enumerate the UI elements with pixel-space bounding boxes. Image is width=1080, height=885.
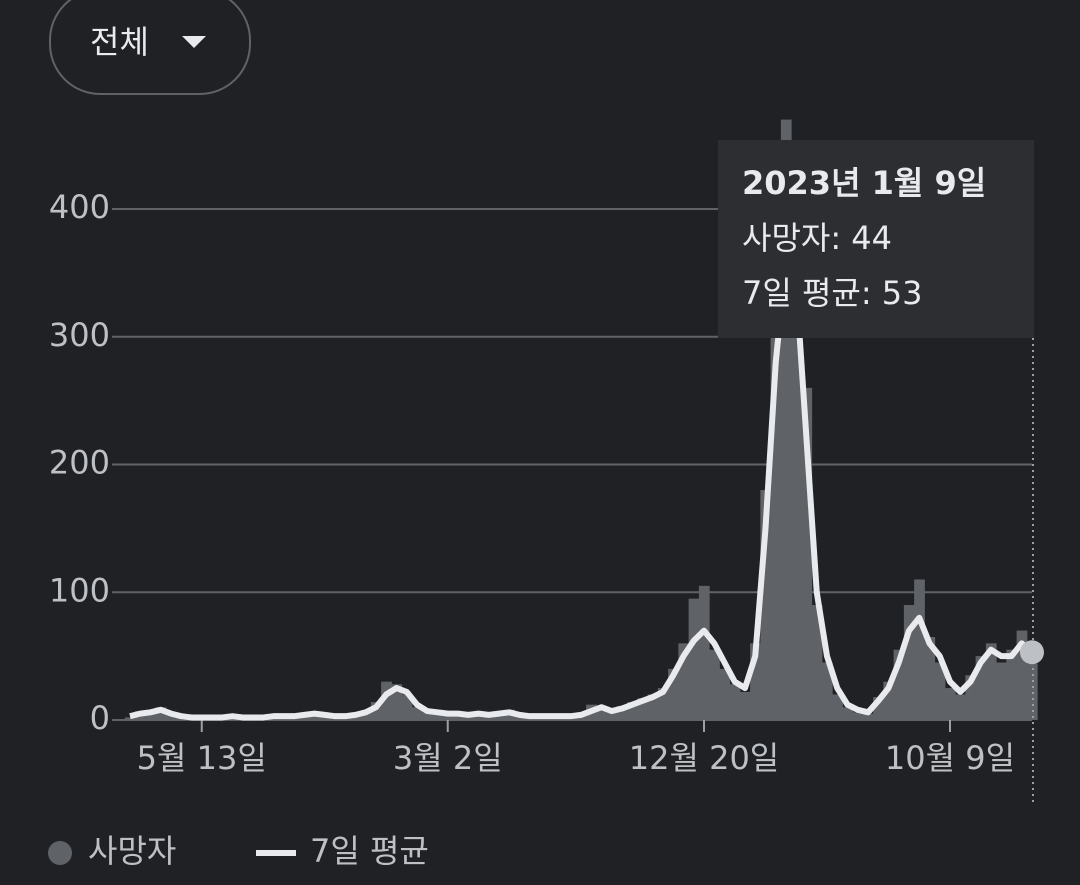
y-tick-label: 400 [49, 188, 110, 226]
bar [750, 643, 761, 720]
bar [637, 698, 649, 720]
bar [996, 662, 1007, 720]
bar [647, 694, 659, 720]
bar [903, 605, 915, 720]
bar [678, 643, 690, 720]
bar [688, 598, 700, 720]
bar [124, 717, 136, 720]
tooltip [718, 140, 1034, 338]
average-line [129, 257, 1034, 721]
bar [842, 707, 854, 720]
filter-dropdown[interactable] [49, 0, 251, 95]
bar [350, 716, 362, 720]
bar [791, 298, 802, 720]
filter-label[interactable]: 전체 [90, 23, 149, 61]
bar [821, 662, 833, 720]
legend-line [256, 850, 296, 856]
bar [319, 716, 331, 720]
x-tick-label: 12월 20일 [629, 739, 780, 777]
bar [360, 711, 372, 720]
legend-label: 7일 평균 [310, 832, 429, 870]
bar [514, 716, 526, 720]
bar [975, 656, 987, 720]
tooltip-title: 2023년 1월 9일 [742, 164, 986, 202]
bar [391, 684, 403, 720]
y-tick-label: 100 [49, 571, 110, 609]
bar [411, 707, 423, 720]
bar [155, 707, 167, 720]
bar [832, 694, 843, 720]
bar [1006, 649, 1018, 720]
legend-label: 사망자 [88, 832, 176, 870]
bar [729, 684, 741, 720]
bar [893, 649, 905, 720]
bar [780, 119, 792, 720]
bar [370, 702, 382, 720]
bar [422, 712, 433, 720]
tooltip-line: 사망자: 44 [742, 219, 892, 257]
bar [770, 323, 782, 720]
bar [463, 716, 474, 720]
bar [1016, 630, 1028, 720]
bar [596, 709, 608, 720]
y-tick-label: 0 [90, 699, 110, 737]
bar [873, 697, 884, 720]
bar [401, 694, 413, 720]
bar [924, 636, 936, 720]
bar [1026, 663, 1038, 720]
bar [985, 643, 997, 720]
bar [719, 668, 731, 720]
bar [616, 705, 628, 720]
bar [668, 668, 679, 720]
bar [442, 714, 454, 720]
y-tick-label: 200 [49, 444, 110, 482]
bar [944, 688, 956, 720]
bar [965, 675, 977, 720]
x-tick-label: 3월 2일 [393, 739, 503, 777]
bar [709, 649, 720, 720]
bar [493, 714, 505, 720]
x-tick-label: 5월 13일 [137, 739, 267, 777]
legend-dot [48, 841, 72, 865]
bar [739, 691, 751, 720]
bar [955, 694, 966, 720]
bar [760, 490, 772, 720]
bar [862, 713, 874, 720]
bar [381, 681, 392, 720]
bar [627, 702, 638, 720]
bar [934, 662, 946, 720]
bar [811, 605, 823, 720]
bar [852, 712, 864, 720]
bar [801, 387, 813, 720]
x-tick-label: 10월 9일 [885, 739, 1015, 777]
bar [145, 713, 157, 720]
y-tick-label: 300 [49, 316, 110, 354]
hover-point [1020, 640, 1044, 665]
bar [698, 585, 710, 720]
dropdown-arrow[interactable] [182, 36, 206, 48]
bar [914, 579, 925, 720]
bar [657, 688, 669, 720]
tooltip-line: 7일 평균: 53 [742, 274, 923, 312]
bar [883, 681, 895, 720]
bar [606, 712, 618, 720]
